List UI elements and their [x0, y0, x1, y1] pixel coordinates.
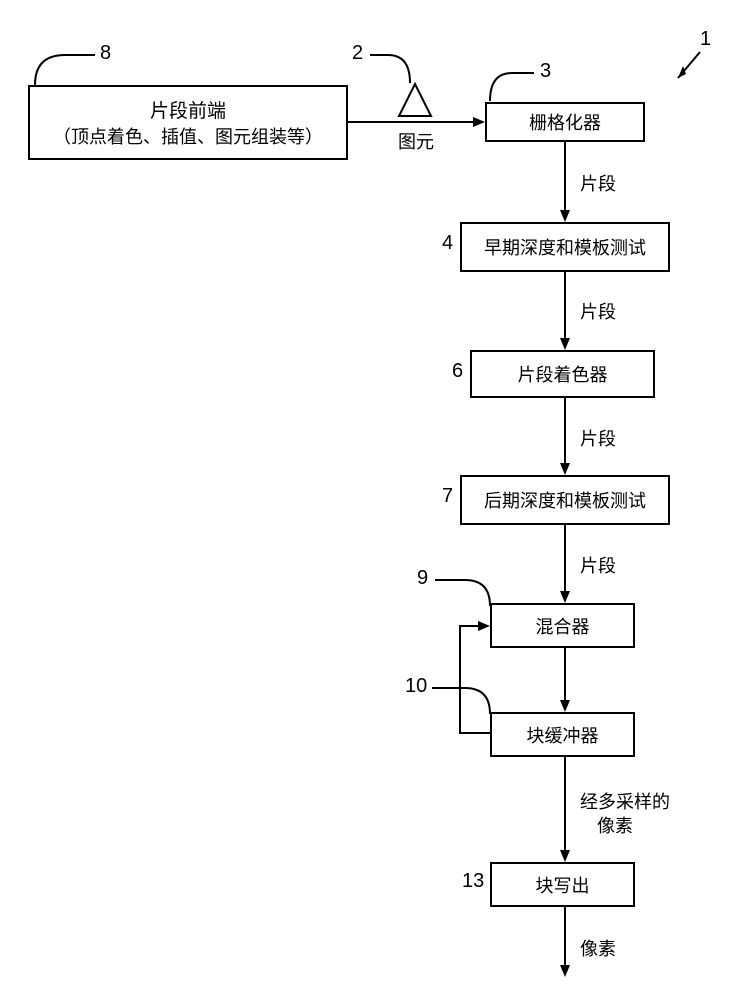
edge-tilebuf-writeout-label1: 经多采样的 — [580, 788, 670, 814]
tile-writeout-box: 块写出 — [490, 862, 635, 907]
blender-callout — [435, 580, 495, 610]
arrow-early-shader — [555, 272, 575, 352]
blender-label: 混合器 — [536, 613, 590, 639]
edge-rast-early-label: 片段 — [580, 170, 616, 196]
edge-tilebuf-writeout-label2: 像素 — [597, 812, 633, 838]
fragment-shader-label: 片段着色器 — [518, 361, 608, 387]
tile-buffer-ref: 10 — [405, 675, 427, 698]
edge-writeout-out-label: 像素 — [580, 935, 616, 961]
arrow-writeout-out — [555, 907, 575, 979]
primitive-triangle-icon — [395, 82, 435, 120]
blender-box: 混合器 — [490, 603, 635, 648]
arrow-late-blender — [555, 525, 575, 605]
rasterizer-callout — [490, 73, 545, 103]
arrow-shader-late — [555, 398, 575, 477]
early-depth-label: 早期深度和模板测试 — [484, 234, 646, 260]
primitive-label: 图元 — [398, 128, 434, 154]
edge-shader-late-label: 片段 — [580, 425, 616, 451]
early-depth-box: 早期深度和模板测试 — [460, 222, 670, 272]
frontend-callout — [35, 55, 105, 87]
primitive-ref: 2 — [352, 42, 363, 65]
late-depth-ref: 7 — [442, 485, 453, 508]
tile-buffer-callout — [432, 688, 495, 718]
early-depth-ref: 4 — [442, 232, 453, 255]
frontend-line2: （顶点着色、插值、图元组装等） — [53, 123, 323, 149]
rasterizer-label: 栅格化器 — [529, 109, 601, 135]
pipeline-ref-arrow — [670, 52, 710, 92]
tile-writeout-label: 块写出 — [536, 872, 590, 898]
frontend-ref: 8 — [100, 42, 111, 65]
fragment-shader-ref: 6 — [452, 360, 463, 383]
arrow-tilebuf-writeout — [555, 757, 575, 864]
arrow-blender-tilebuf — [555, 648, 575, 714]
pipeline-ref-label: 1 — [700, 28, 711, 51]
frontend-box: 片段前端 （顶点着色、插值、图元组装等） — [28, 85, 348, 160]
tile-buffer-box: 块缓冲器 — [490, 712, 635, 757]
rasterizer-box: 栅格化器 — [485, 102, 645, 142]
fragment-shader-box: 片段着色器 — [470, 350, 655, 398]
primitive-callout — [370, 55, 425, 85]
late-depth-label: 后期深度和模板测试 — [484, 487, 646, 513]
edge-late-blender-label: 片段 — [580, 552, 616, 578]
late-depth-box: 后期深度和模板测试 — [460, 475, 670, 525]
tile-writeout-ref: 13 — [462, 870, 484, 893]
frontend-line1: 片段前端 — [150, 96, 226, 123]
arrow-rast-early — [555, 142, 575, 224]
blender-ref: 9 — [417, 567, 428, 590]
edge-early-shader-label: 片段 — [580, 298, 616, 324]
rasterizer-ref: 3 — [540, 60, 551, 83]
tile-buffer-label: 块缓冲器 — [527, 722, 599, 748]
